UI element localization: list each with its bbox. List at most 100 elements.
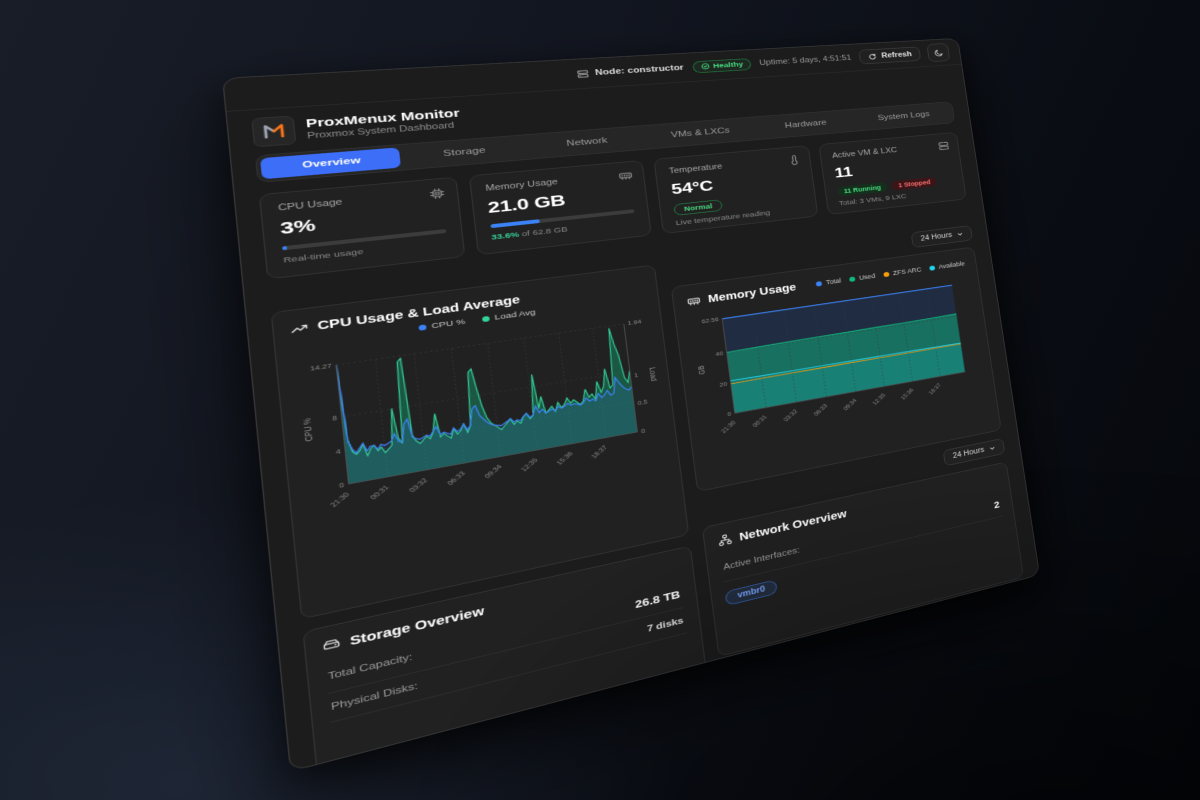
thermometer-icon — [786, 154, 801, 169]
legend-dot-total — [815, 280, 823, 287]
health-label: Healthy — [712, 60, 744, 70]
legend-label: Used — [858, 272, 876, 282]
tab-vms-lxcs[interactable]: VMs & LXCs — [670, 126, 731, 140]
tab-hardware[interactable]: Hardware — [784, 118, 828, 130]
network-icon — [717, 533, 732, 547]
svg-text:15:36: 15:36 — [899, 387, 915, 401]
main-content: CPU Usage & Load Average CPU % Load Avg … — [270, 225, 1026, 772]
svg-text:18:37: 18:37 — [590, 444, 609, 460]
refresh-button[interactable]: Refresh — [858, 46, 922, 65]
legend-dot-cpu — [418, 324, 427, 331]
svg-text:20: 20 — [719, 380, 728, 387]
svg-text:40: 40 — [715, 350, 724, 357]
svg-text:CPU %: CPU % — [301, 418, 314, 443]
refresh-label: Refresh — [880, 50, 913, 60]
proxmenux-logo-icon — [258, 120, 291, 143]
stat-caption: Real-time usage — [283, 247, 364, 266]
row-value: 2 — [993, 498, 1001, 511]
legend-dot-used — [848, 276, 856, 282]
row-value: 26.8 TB — [634, 587, 681, 611]
svg-text:0: 0 — [339, 481, 345, 489]
chevron-down-icon — [988, 444, 996, 452]
svg-text:0.5: 0.5 — [637, 399, 648, 407]
row-label: Active Interfaces: — [722, 545, 801, 573]
row-value: 7 disks — [646, 615, 685, 634]
svg-text:00:31: 00:31 — [369, 484, 391, 501]
memory-progress-fill — [489, 219, 541, 229]
svg-text:0: 0 — [727, 411, 732, 418]
svg-text:00:31: 00:31 — [751, 414, 768, 429]
trending-up-icon — [290, 321, 309, 336]
tab-system-logs[interactable]: System Logs — [877, 110, 931, 123]
svg-text:12:35: 12:35 — [519, 457, 540, 473]
legend-item: Used — [848, 272, 876, 282]
legend-item: Available — [928, 259, 966, 272]
svg-text:1: 1 — [634, 372, 639, 379]
temperature-status-badge: Normal — [673, 199, 723, 216]
check-circle-icon — [700, 63, 710, 70]
svg-text:62.56: 62.56 — [701, 316, 719, 325]
svg-text:4: 4 — [335, 448, 341, 456]
hard-drive-icon — [322, 636, 341, 653]
svg-text:03:32: 03:32 — [782, 408, 799, 422]
legend-dot-load — [481, 315, 490, 323]
time-range-select[interactable]: 24 Hours — [910, 225, 973, 248]
svg-text:21:30: 21:30 — [328, 491, 351, 508]
temperature-card: Temperature 54°C Normal Live temperature… — [653, 145, 818, 234]
active-vm-lxc-card: Active VM & LXC 11 11 Running 1 Stopped … — [818, 131, 967, 216]
svg-text:1.94: 1.94 — [627, 318, 642, 326]
legend-item: ZFS ARC — [883, 266, 922, 278]
legend-dot-available — [928, 265, 935, 271]
cpu-usage-card: CPU Usage 3% Real-time usage — [258, 176, 465, 280]
memory-usage-chart: 0 20 40 62.56 21:30 00:31 03:32 06:33 09:34 12:35… — [697, 271, 991, 434]
legend-label: Total — [825, 276, 842, 286]
time-range-select-2[interactable]: 24 Hours — [943, 437, 1006, 466]
svg-text:Load: Load — [648, 367, 659, 382]
memory-total-text: of 62.8 GB — [518, 225, 568, 239]
app-logo — [251, 115, 297, 148]
memory-chart-card: Memory Usage Total Used ZFS ARC Availabl… — [670, 246, 1002, 492]
legend-label: CPU % — [431, 317, 466, 331]
health-badge: Healthy — [691, 57, 752, 74]
right-column: 24 Hours Memory Usage Total — [668, 225, 1024, 657]
server-icon — [576, 69, 590, 79]
node-info: Node: constructor — [576, 63, 684, 79]
dashboard-window: Node: constructor Healthy Uptime: 5 days… — [222, 38, 1041, 772]
cpu-progress-fill — [282, 245, 288, 251]
time-range-value: 24 Hours — [920, 231, 953, 243]
refresh-icon — [868, 53, 878, 61]
legend-label: Available — [938, 259, 966, 271]
legend-item: Total — [815, 277, 841, 287]
svg-text:03:32: 03:32 — [408, 477, 430, 494]
svg-text:09:34: 09:34 — [842, 397, 858, 411]
svg-text:14.27: 14.27 — [310, 362, 332, 372]
tab-network[interactable]: Network — [566, 136, 608, 149]
memory-percent-text: 33.6% — [490, 230, 520, 242]
theme-toggle-button[interactable] — [926, 43, 951, 63]
svg-text:12:35: 12:35 — [871, 392, 887, 406]
svg-text:06:33: 06:33 — [812, 403, 829, 418]
memory-icon — [618, 170, 634, 186]
chevron-down-icon — [956, 231, 964, 238]
memory-icon — [686, 294, 701, 307]
svg-text:18:37: 18:37 — [927, 382, 942, 396]
left-column: CPU Usage & Load Average CPU % Load Avg … — [270, 264, 708, 772]
svg-text:GB: GB — [697, 365, 707, 375]
svg-text:21:30: 21:30 — [720, 419, 738, 434]
time-range-value: 24 Hours — [952, 445, 985, 461]
tab-overview[interactable]: Overview — [260, 147, 401, 180]
cpu-icon — [428, 187, 446, 204]
svg-text:8: 8 — [332, 414, 338, 422]
moon-icon — [933, 48, 944, 57]
svg-text:09:34: 09:34 — [483, 463, 504, 480]
legend-dot-zfs-arc — [883, 271, 890, 277]
node-label: Node: constructor — [594, 63, 685, 78]
stopped-badge: 1 Stopped — [891, 176, 938, 191]
svg-text:0: 0 — [641, 427, 646, 434]
uptime-text: Uptime: 5 days, 4:51:51 — [758, 53, 852, 68]
cpu-load-chart: 0 4 8 14.27 0 0.5 1 1.94 21:30 00:31 03:32 06:33 09:… — [301, 318, 659, 508]
memory-usage-card: Memory Usage 21.0 GB 33.6% of 62.8 GB — [468, 160, 652, 256]
interface-badge: vmbr0 — [724, 579, 778, 606]
tab-storage[interactable]: Storage — [442, 145, 487, 159]
